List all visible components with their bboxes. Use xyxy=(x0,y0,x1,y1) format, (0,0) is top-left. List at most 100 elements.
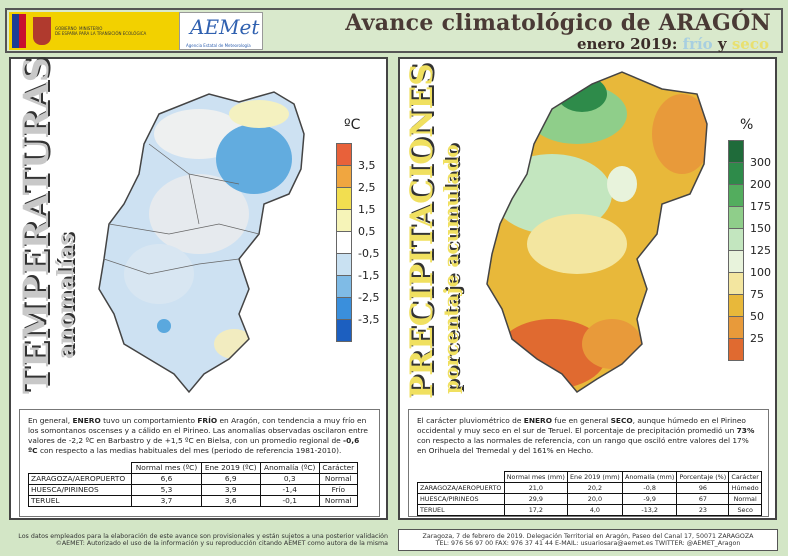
legend-swatch xyxy=(336,319,352,342)
text: El carácter pluviométrico de xyxy=(417,416,524,425)
table-cell: 3,7 xyxy=(131,495,202,507)
table-cell: 20,2 xyxy=(566,482,623,494)
legend-label: 300 xyxy=(750,156,771,169)
table-row: HUESCA/PIRINEOS 5,3 3,9 -1,4 Frío xyxy=(27,484,359,496)
legend-swatch xyxy=(336,275,352,298)
text-bold: ENERO xyxy=(72,416,101,425)
legend-label: 75 xyxy=(750,288,764,301)
legend-swatch xyxy=(728,206,744,229)
legend-swatch xyxy=(336,253,352,276)
legend-label: 175 xyxy=(750,200,771,213)
coat-of-arms-icon xyxy=(33,17,51,45)
column-header: Normal mes (mm) xyxy=(503,471,568,483)
table-cell: HUESCA/PIRINEOS xyxy=(417,493,505,505)
temperature-summary: En general, ENERO tuvo un comportamiento… xyxy=(19,409,380,517)
precipitation-subtitle: porcentaje acumulado xyxy=(439,144,463,394)
table-cell: 6,6 xyxy=(131,473,202,485)
precipitation-map xyxy=(486,71,708,393)
legend-swatch xyxy=(336,187,352,210)
temperature-title: TEMPERATURAS xyxy=(16,57,57,394)
text: En general, xyxy=(28,416,73,425)
subtitle-and: y xyxy=(712,35,732,53)
table-row: ZARAGOZA/AEROPUERTO 6,6 6,9 0,3 Normal xyxy=(27,473,359,485)
table-cell: -1,4 xyxy=(259,484,320,496)
table-cell: -0,8 xyxy=(621,482,678,494)
legend-swatch xyxy=(728,316,744,339)
ministry-line1: MINISTERIO xyxy=(79,26,103,31)
text: , aunque húmedo en el Pirineo occidental… xyxy=(417,416,746,435)
subtitle-dry: seco xyxy=(731,35,769,53)
table-cell: Normal xyxy=(318,495,359,507)
footer-line1: Los datos empleados para la elaboración … xyxy=(18,533,388,540)
table-cell: 4,0 xyxy=(566,504,623,516)
table-row: HUESCA/PIRINEOS 29,9 20,0 -9,9 67 Normal xyxy=(417,493,762,505)
table-cell: ZARAGOZA/AEROPUERTO xyxy=(27,473,133,485)
text: en Aragón, con tendencia a muy frío en l… xyxy=(28,416,368,445)
footer-address: Zaragoza, 7 de febrero de 2019. Delegaci… xyxy=(422,533,754,540)
column-header: Carácter xyxy=(728,471,762,483)
column-header: Anomalía (ºC) xyxy=(259,462,320,474)
temperature-subtitle: anomalías xyxy=(53,233,79,359)
footer-disclaimer: Los datos empleados para la elaboración … xyxy=(6,533,388,547)
temperature-anomaly-map xyxy=(98,91,305,394)
table-cell: 29,9 xyxy=(503,493,568,505)
text: tuvo un comportamiento xyxy=(100,416,198,425)
subtitle-cold: frío xyxy=(682,35,713,53)
legend-swatch xyxy=(336,231,352,254)
temperature-unit: ºC xyxy=(344,117,361,133)
table-cell: 96 xyxy=(676,482,730,494)
table-cell: Normal xyxy=(318,473,359,485)
table-cell: 0,3 xyxy=(259,473,320,485)
column-header: Ene 2019 (ºC) xyxy=(200,462,261,474)
legend-label: 200 xyxy=(750,178,771,191)
legend-label: 25 xyxy=(750,332,764,345)
table-cell: 67 xyxy=(676,493,730,505)
text: fue en general xyxy=(552,416,611,425)
temperature-panel: TEMPERATURAS anomalías ºC 3,5 2,5 1,5 0,5 -0… xyxy=(9,57,388,520)
text-bold: SECO xyxy=(610,416,633,425)
text: con respecto a las medias habituales del… xyxy=(37,446,342,455)
table-row: TERUEL 17,2 4,0 -13,2 23 Seco xyxy=(417,504,762,516)
column-header: Normal mes (ºC) xyxy=(131,462,202,474)
table-cell: TERUEL xyxy=(27,495,133,507)
text: con respecto a las normales de referenci… xyxy=(417,436,749,455)
legend-swatch xyxy=(728,162,744,185)
subtitle-pre: enero 2019: xyxy=(576,35,683,53)
table-cell: Húmedo xyxy=(728,482,762,494)
table-row: ZARAGOZA/AEROPUERTO 21,0 20,2 -0,8 96 Húmedo xyxy=(417,482,762,494)
table-cell: Seco xyxy=(728,504,762,516)
legend-label: 50 xyxy=(750,310,764,323)
legend-label: -0,5 xyxy=(358,247,380,260)
text-bold: FRÍO xyxy=(197,416,218,425)
legend-label: 1,5 xyxy=(358,203,376,216)
eu-flag-icon xyxy=(12,14,26,48)
table-cell: 5,3 xyxy=(131,484,202,496)
legend-label: 3,5 xyxy=(358,159,376,172)
precipitation-summary: El carácter pluviométrico de ENERO fue e… xyxy=(408,409,769,517)
gov-label: GOBIERNO DE ESPAÑA xyxy=(55,26,78,36)
legend-swatch xyxy=(336,297,352,320)
table-header: Normal mes (mm) Ene 2019 (mm) Anomalía (mm… xyxy=(418,471,762,483)
legend-swatch xyxy=(336,143,352,166)
ministry-line2: PARA LA TRANSICIÓN ECOLÓGICA xyxy=(79,31,147,36)
aemet-logo-sub: Agencia Estatal de Meteorología xyxy=(186,43,251,48)
title-pre: Avance climatológico de xyxy=(345,10,659,36)
column-header: Porcentaje (%) xyxy=(676,471,730,483)
precipitation-table: Normal mes (mm) Ene 2019 (mm) Anomalía (mm… xyxy=(417,471,762,516)
text-bold: ENERO xyxy=(523,416,553,425)
table-cell: 21,0 xyxy=(503,482,568,494)
text-bold: -0,6 ºC xyxy=(28,436,360,455)
ministry-label: MINISTERIO PARA LA TRANSICIÓN ECOLÓGICA xyxy=(79,26,146,36)
title-region: ARAGÓN xyxy=(658,10,771,36)
table-cell: TERUEL xyxy=(417,504,505,516)
legend-swatch xyxy=(336,165,352,188)
legend-swatch xyxy=(336,209,352,232)
table-cell: -0,1 xyxy=(259,495,320,507)
government-logo: GOBIERNO DE ESPAÑA MINISTERIO PARA LA TRAN… xyxy=(9,12,179,50)
temperature-table: Normal mes (ºC) Ene 2019 (ºC) Anomalía (ºC… xyxy=(27,462,359,507)
table-cell: 6,9 xyxy=(200,473,261,485)
footer-contact: Zaragoza, 7 de febrero de 2019. Delegaci… xyxy=(398,529,778,551)
aemet-logo-text: AEMet xyxy=(190,15,260,39)
legend-label: 2,5 xyxy=(358,181,376,194)
table-cell: -9,9 xyxy=(621,493,678,505)
